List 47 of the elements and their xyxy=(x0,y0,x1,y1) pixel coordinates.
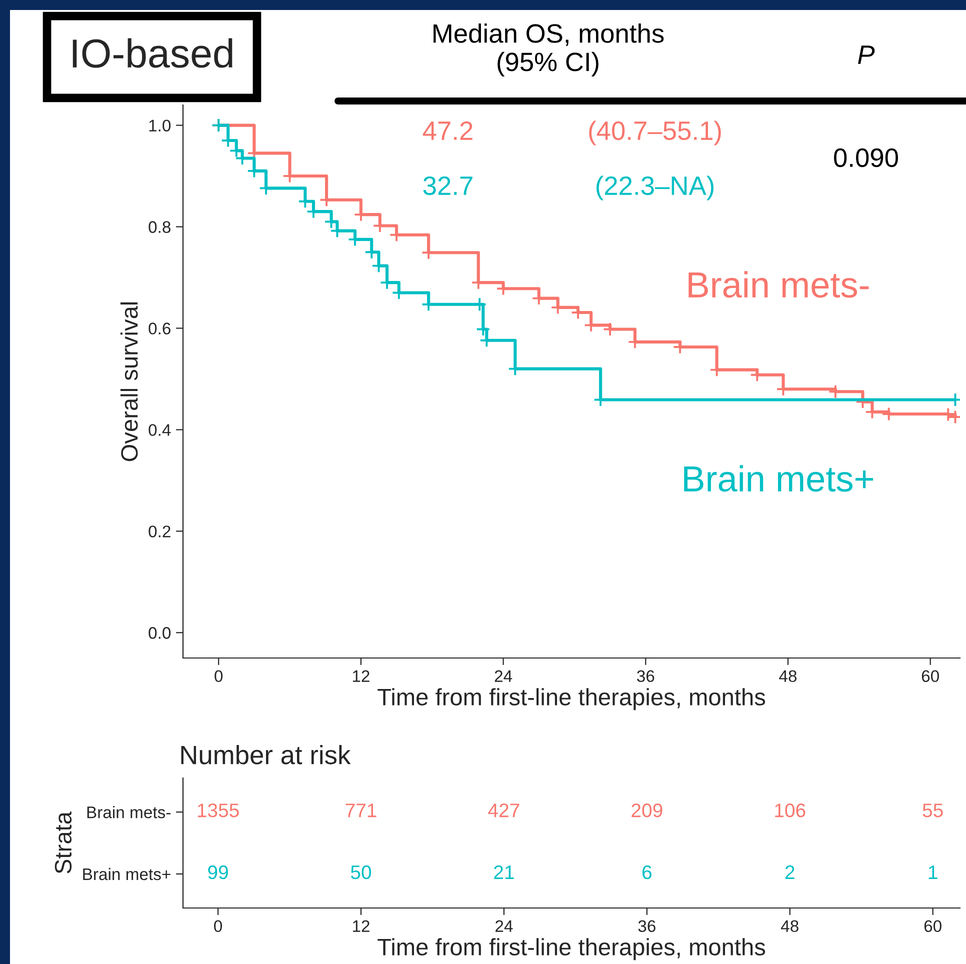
x-tick-label: 36 xyxy=(638,920,656,932)
y-tick-label: 0.0 xyxy=(148,627,171,639)
chart-title: Number at risk xyxy=(181,744,351,764)
x-axis-title: Time from first-line therapies, months xyxy=(378,938,766,960)
x-tick-label: 12 xyxy=(352,920,370,932)
y-tick-label: 0.8 xyxy=(148,221,170,233)
x-tick-label: 48 xyxy=(779,670,797,682)
data-label: 21 xyxy=(494,865,514,879)
y-tick-label: 0.4 xyxy=(148,424,171,436)
y-tick-label: Brain mets- xyxy=(87,806,170,818)
data-label: 50 xyxy=(350,865,372,880)
x-tick-label: 0 xyxy=(214,670,223,682)
data-label: 1 xyxy=(928,866,938,879)
x-tick-label: 60 xyxy=(924,920,942,932)
data-label: 6 xyxy=(642,865,652,880)
x-tick-label: 24 xyxy=(496,920,513,932)
x-tick-label: 60 xyxy=(922,670,939,682)
y-tick-label: 1.0 xyxy=(149,120,171,132)
y-tick-label: 0.2 xyxy=(148,526,170,538)
x-tick-label: 48 xyxy=(780,920,798,932)
y-tick-label: 0.6 xyxy=(148,322,170,334)
data-label: 2 xyxy=(785,865,794,879)
y-axis-title: Overall survival xyxy=(120,302,138,462)
x-tick-label: 12 xyxy=(352,670,370,682)
series-label: Brain mets+ xyxy=(684,465,874,492)
series-label: Brain mets- xyxy=(688,271,869,298)
x-tick-label: 0 xyxy=(214,920,222,932)
annotation: 32.7 xyxy=(423,176,472,196)
annotation: (22.3–NA) xyxy=(596,176,714,200)
chart-title: IO-based xyxy=(72,38,232,68)
x-axis-title: Time from first-line therapies, months xyxy=(378,688,766,710)
y-axis-title: Strata xyxy=(54,812,72,874)
text: P xyxy=(858,46,875,64)
text: Median OS, months (95% CI) xyxy=(434,23,664,76)
data-label: 106 xyxy=(775,804,806,818)
data-label: 427 xyxy=(488,804,520,818)
annotation: (40.7–55.1) xyxy=(589,120,721,146)
data-label: 1355 xyxy=(198,804,239,818)
data-label: 55 xyxy=(922,804,943,818)
data-label: 771 xyxy=(346,804,376,818)
data-label: 209 xyxy=(632,804,662,818)
x-tick-label: 36 xyxy=(637,670,654,682)
x-tick-label: 24 xyxy=(494,670,512,682)
data-label: 99 xyxy=(208,865,228,880)
annotation: 47.2 xyxy=(422,121,472,140)
y-tick-label: Brain mets+ xyxy=(83,868,170,880)
annotation: 0.090 xyxy=(834,148,898,168)
